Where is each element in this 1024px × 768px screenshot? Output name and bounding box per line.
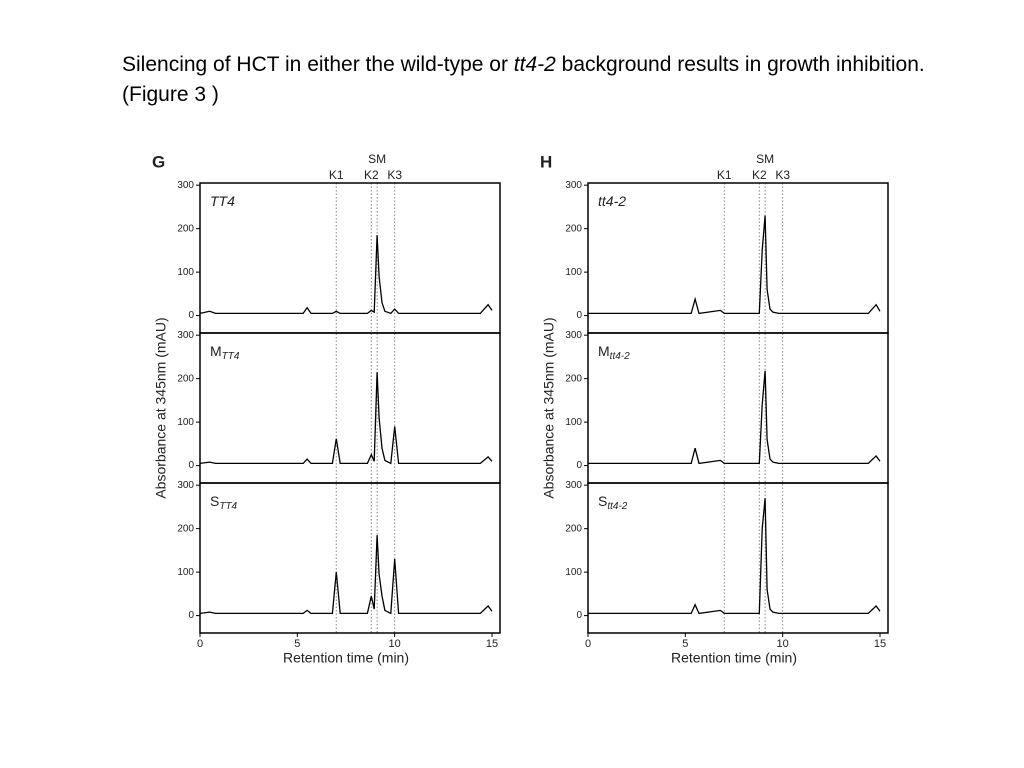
- y-tick-label: 100: [565, 267, 582, 278]
- y-tick-label: 100: [177, 567, 194, 578]
- y-tick-label: 100: [565, 567, 582, 578]
- panel-label: STT4: [210, 493, 238, 512]
- panel-label: Mtt4-2: [598, 343, 630, 362]
- y-tick-label: 0: [188, 310, 194, 321]
- panel-label-sub: TT4: [222, 351, 240, 362]
- panel-label-main: M: [210, 343, 222, 359]
- panel-label: TT4: [210, 193, 235, 209]
- y-tick-label: 300: [177, 480, 194, 491]
- marker-label: K2: [752, 168, 767, 182]
- panel-frame: [587, 182, 889, 334]
- x-axis-label: Retention time (min): [671, 650, 797, 666]
- trace: [199, 535, 493, 615]
- trace: [588, 370, 881, 465]
- y-tick-label: 100: [177, 417, 194, 428]
- y-tick-label: 200: [565, 373, 582, 384]
- marker-label: K1: [329, 168, 344, 182]
- y-tick-label: 100: [565, 417, 582, 428]
- y-tick-label: 300: [177, 330, 194, 341]
- x-tick-label: 0: [585, 638, 591, 650]
- y-tick-label: 200: [177, 223, 194, 234]
- y-tick-label: 0: [576, 610, 582, 621]
- marker-label: K3: [775, 168, 790, 182]
- panel-frame: [199, 332, 501, 484]
- title-text: background results in growth inhibition.…: [122, 53, 925, 106]
- x-tick-label: 5: [294, 638, 300, 650]
- panel-label-main: tt4-2: [598, 193, 626, 209]
- x-tick-label: 15: [486, 638, 498, 650]
- panel-letter: G: [152, 152, 165, 171]
- panel-label-main: TT4: [210, 193, 235, 209]
- title-italic: tt4-2: [513, 53, 556, 76]
- x-tick-label: 5: [682, 638, 688, 650]
- x-axis-label: Retention time (min): [283, 650, 409, 666]
- slide-title: Silencing of HCT in either the wild-type…: [122, 50, 942, 110]
- panel-frame: [587, 332, 889, 484]
- y-tick-label: 0: [576, 460, 582, 471]
- trace: [588, 215, 881, 315]
- panel-label-main: M: [598, 343, 610, 359]
- panel-label: MTT4: [210, 343, 240, 362]
- panel-label-main: S: [598, 493, 607, 509]
- marker-label: SM: [368, 152, 386, 166]
- panel-label-sub: tt4-2: [607, 501, 627, 512]
- panel-frame: [199, 482, 501, 634]
- y-tick-label: 200: [177, 523, 194, 534]
- panel-label-main: S: [210, 493, 219, 509]
- y-axis-label: Absorbance at 345nm (mAU): [153, 317, 169, 498]
- panel-label-sub: tt4-2: [610, 351, 630, 362]
- y-tick-label: 200: [177, 373, 194, 384]
- panel-frame: [199, 182, 501, 334]
- panel-letter: H: [540, 152, 552, 171]
- y-tick-label: 300: [565, 330, 582, 341]
- panel-label: Stt4-2: [598, 493, 628, 512]
- marker-label: K3: [387, 168, 402, 182]
- y-axis-label: Absorbance at 345nm (mAU): [541, 317, 557, 498]
- y-tick-label: 200: [565, 523, 582, 534]
- trace: [588, 498, 881, 615]
- x-tick-label: 0: [197, 638, 203, 650]
- trace: [199, 235, 493, 315]
- x-tick-label: 10: [389, 638, 401, 650]
- marker-label: SM: [756, 152, 774, 166]
- y-tick-label: 0: [188, 610, 194, 621]
- x-tick-label: 15: [874, 638, 886, 650]
- panel-frame: [587, 482, 889, 634]
- title-text: Silencing of HCT in either the wild-type…: [122, 53, 514, 76]
- panel-label: tt4-2: [598, 193, 626, 209]
- marker-label: K1: [717, 168, 732, 182]
- y-tick-label: 300: [565, 180, 582, 191]
- y-tick-label: 0: [188, 460, 194, 471]
- y-tick-label: 300: [565, 480, 582, 491]
- panel-label-sub: TT4: [219, 501, 237, 512]
- marker-label: K2: [364, 168, 379, 182]
- x-tick-label: 10: [777, 638, 789, 650]
- y-tick-label: 300: [177, 180, 194, 191]
- y-tick-label: 0: [576, 310, 582, 321]
- trace: [199, 372, 493, 465]
- y-tick-label: 200: [565, 223, 582, 234]
- y-tick-label: 100: [177, 267, 194, 278]
